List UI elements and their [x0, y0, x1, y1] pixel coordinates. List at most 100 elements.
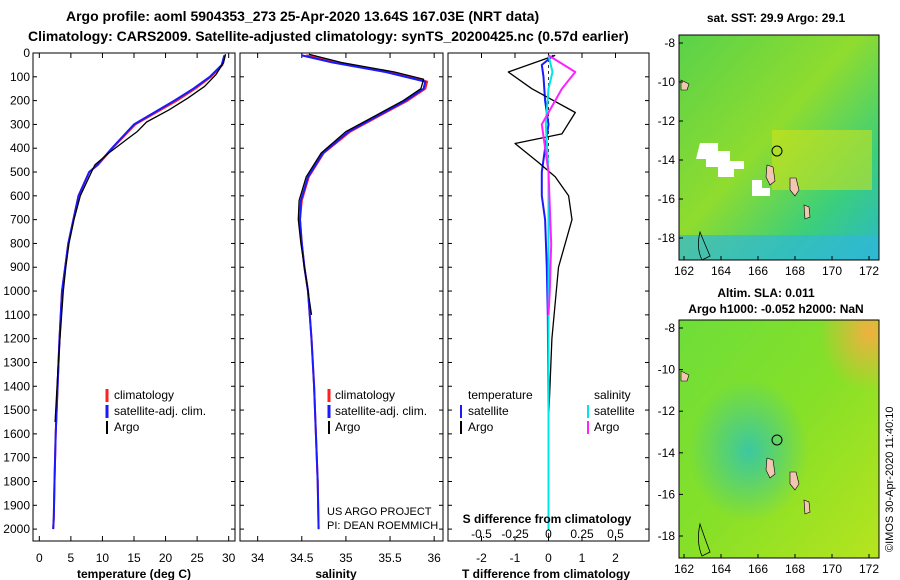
series-line-s-argo: [540, 54, 577, 315]
legend-label-satellite: satellite-adj. clim.: [335, 404, 427, 418]
sst-cloud-mask: [752, 180, 770, 196]
island-shape: [765, 457, 776, 479]
x-tick-label: 1: [579, 551, 586, 565]
map-y-tick-label: -12: [658, 114, 676, 128]
map-y-tick-label: -16: [658, 487, 676, 501]
island-shape: [789, 177, 800, 197]
sla-map: Altim. SLA: 0.011 Argo h1000: -0.052 h20…: [658, 286, 880, 576]
project-annotation: US ARGO PROJECT: [327, 506, 432, 518]
series-line-satellite-adj-clim-: [52, 55, 226, 530]
x-tick-label: 20: [159, 551, 173, 565]
coastline: [698, 230, 711, 261]
sst-cloud-mask: [696, 143, 744, 177]
y-tick-label: 600: [10, 189, 30, 203]
map-x-tick-label: 168: [785, 562, 805, 576]
x-tick-label: 34.5: [290, 551, 314, 565]
island-shape: [765, 164, 776, 186]
map-y-tick-label: -18: [658, 231, 676, 245]
y-tick-label: 900: [10, 260, 30, 274]
s-tick-label: 0.5: [607, 527, 624, 541]
difference-xlabel: T difference from climatology: [462, 567, 630, 580]
salinity-legend: climatology satellite-adj. clim. Argo: [327, 388, 427, 434]
y-tick-label: 300: [10, 117, 30, 131]
series-line-s-satellite: [544, 55, 554, 530]
map-y-tick-label: -10: [658, 363, 676, 377]
map-x-tick-label: 170: [822, 562, 842, 576]
sla-map-title: Altim. SLA: 0.011: [717, 286, 815, 300]
s-tick-label: -0.25: [501, 527, 529, 541]
map-x-tick-label: 172: [859, 264, 879, 278]
y-tick-label: 1100: [4, 308, 30, 322]
map-x-tick-label: 166: [748, 562, 768, 576]
y-tick-label: 1900: [3, 498, 30, 512]
sla-map-subtitle: Argo h1000: -0.052 h2000: NaN: [688, 302, 863, 316]
legend-label-satellite: satellite-adj. clim.: [114, 404, 206, 418]
island-shape: [803, 204, 811, 220]
x-tick-label: 35: [339, 551, 353, 565]
s-tick-label: 0.25: [570, 527, 594, 541]
axis-ticks: 0100200300400500600700800900100011001200…: [3, 46, 649, 565]
legend-label-climatology: climatology: [114, 388, 174, 402]
sla-high-anomaly: [679, 320, 879, 558]
map-y-tick-label: -10: [658, 75, 676, 89]
island-shape: [789, 471, 800, 491]
y-tick-label: 1400: [3, 379, 30, 393]
sst-cool-band: [679, 235, 879, 260]
y-tick-label: 1700: [3, 451, 30, 465]
y-tick-label: 1000: [3, 284, 30, 298]
sla-map-ticks: -8 -10 -12 -14 -16 -18 162 164 166 168 170 172: [658, 321, 880, 576]
sst-warm-patch: [772, 130, 872, 190]
s-tick-label: -0.5: [471, 527, 492, 541]
y-tick-label: 1500: [3, 403, 30, 417]
figure-title-line2: Climatology: CARS2009. Satellite-adjuste…: [28, 28, 629, 44]
salinity-xlabel: salinity: [315, 567, 357, 580]
imos-watermark: ©IMOS 30-Apr-2020 11:40:10: [884, 407, 896, 552]
map-x-tick-label: 164: [711, 264, 731, 278]
sst-map-frame: [678, 34, 880, 261]
map-x-tick-label: 172: [859, 562, 879, 576]
island-shape: [680, 370, 690, 382]
s-difference-label: S difference from climatology: [463, 512, 632, 526]
x-tick-label: -2: [476, 551, 487, 565]
island-shape: [803, 499, 811, 515]
figure-title-line1: Argo profile: aoml 5904353_273 25-Apr-20…: [66, 8, 539, 24]
x-tick-label: 0: [36, 551, 43, 565]
legend-label-t-argo: Argo: [468, 420, 494, 434]
legend-label-s-argo: Argo: [594, 420, 620, 434]
y-tick-label: 1600: [3, 427, 30, 441]
map-y-tick-label: -8: [664, 36, 675, 50]
x-tick-label: 34: [251, 551, 265, 565]
map-x-tick-label: 168: [785, 264, 805, 278]
legend-label-climatology: climatology: [335, 388, 395, 402]
x-tick-label: 2: [612, 551, 619, 565]
x-tick-label: 30: [222, 551, 236, 565]
map-y-tick-label: -16: [658, 192, 676, 206]
map-y-tick-label: -14: [658, 153, 676, 167]
series-line-climatology: [52, 55, 226, 530]
map-y-tick-label: -14: [658, 446, 676, 460]
legend-label-s-satellite: satellite: [594, 404, 635, 418]
pi-annotation: PI: DEAN ROEMMICH: [327, 520, 438, 532]
legend-label-argo: Argo: [114, 420, 140, 434]
coastline: [698, 522, 711, 557]
argo-position-marker: [771, 145, 783, 157]
y-tick-label: 700: [10, 213, 30, 227]
sst-map-ticks: -8 -10 -12 -14 -16 -18 162 164 166 168 170 172: [658, 36, 880, 278]
profile-series: [52, 53, 577, 530]
map-x-tick-label: 162: [674, 562, 694, 576]
y-tick-label: 100: [10, 70, 30, 84]
map-x-tick-label: 164: [711, 562, 731, 576]
x-tick-label: 36: [427, 551, 441, 565]
legend-title-salinity: salinity: [594, 388, 631, 402]
legend-label-argo: Argo: [335, 420, 361, 434]
series-line-satellite-adj-clim-: [299, 54, 427, 530]
difference-legend-salinity: salinity satellite Argo: [587, 388, 635, 434]
series-line-t-argo: [507, 54, 576, 423]
map-y-tick-label: -18: [658, 529, 676, 543]
s-tick-label: 0: [545, 527, 552, 541]
map-x-tick-label: 162: [674, 264, 694, 278]
x-tick-label: -1: [510, 551, 521, 565]
y-tick-label: 1200: [3, 332, 30, 346]
argo-position-marker: [771, 434, 783, 446]
y-tick-label: 500: [10, 165, 30, 179]
